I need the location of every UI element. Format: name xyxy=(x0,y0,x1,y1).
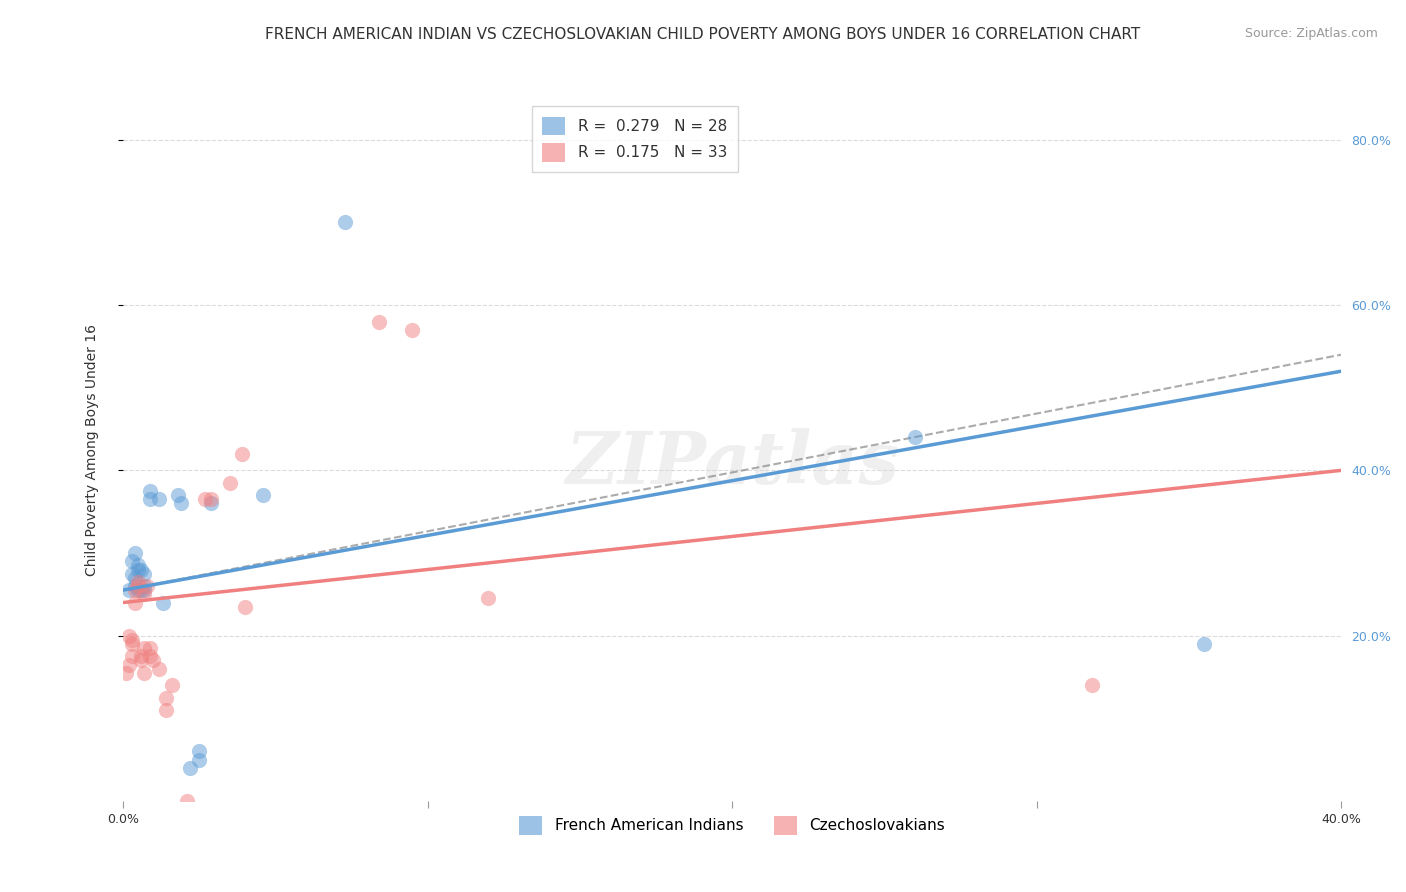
Point xyxy=(115,665,138,680)
Point xyxy=(148,662,170,676)
Point xyxy=(155,690,177,705)
Point xyxy=(1080,678,1102,692)
Point xyxy=(127,562,149,576)
Point xyxy=(188,753,211,767)
Point xyxy=(148,492,170,507)
Point xyxy=(155,703,177,717)
Point xyxy=(200,496,222,510)
Point xyxy=(121,566,143,581)
Point xyxy=(134,640,156,655)
Point xyxy=(152,596,174,610)
Point xyxy=(134,665,156,680)
Point xyxy=(136,579,159,593)
Point xyxy=(124,571,146,585)
Point xyxy=(139,492,162,507)
Point xyxy=(124,546,146,560)
Point xyxy=(118,583,141,598)
Point xyxy=(129,562,152,576)
Point xyxy=(335,215,357,229)
Point xyxy=(124,579,146,593)
Point xyxy=(134,566,156,581)
Point xyxy=(1192,637,1215,651)
Point xyxy=(127,579,149,593)
Text: ZIPatlas: ZIPatlas xyxy=(565,428,900,500)
Point xyxy=(121,554,143,568)
Point xyxy=(121,637,143,651)
Point xyxy=(176,794,198,808)
Point xyxy=(118,657,141,672)
Point xyxy=(134,579,156,593)
Point xyxy=(121,632,143,647)
Point xyxy=(904,430,927,444)
Point xyxy=(170,496,193,510)
Point xyxy=(367,315,389,329)
Point xyxy=(129,649,152,664)
Point xyxy=(127,574,149,589)
Point xyxy=(188,744,211,758)
Point xyxy=(124,583,146,598)
Point xyxy=(139,649,162,664)
Legend: French American Indians, Czechoslovakians: French American Indians, Czechoslovakian… xyxy=(512,808,952,842)
Text: Source: ZipAtlas.com: Source: ZipAtlas.com xyxy=(1244,27,1378,40)
Point xyxy=(124,596,146,610)
Point xyxy=(160,678,183,692)
Point xyxy=(127,583,149,598)
Point xyxy=(401,323,423,337)
Point xyxy=(134,587,156,601)
Point xyxy=(118,629,141,643)
Point xyxy=(166,488,188,502)
Y-axis label: Child Poverty Among Boys Under 16: Child Poverty Among Boys Under 16 xyxy=(86,324,100,575)
Point xyxy=(252,488,274,502)
Point xyxy=(200,492,222,507)
Point xyxy=(134,583,156,598)
Point xyxy=(218,475,240,490)
Point xyxy=(179,761,201,775)
Point xyxy=(127,558,149,573)
Point xyxy=(139,483,162,498)
Point xyxy=(233,599,256,614)
Point xyxy=(129,653,152,667)
Point xyxy=(121,649,143,664)
Text: FRENCH AMERICAN INDIAN VS CZECHOSLOVAKIAN CHILD POVERTY AMONG BOYS UNDER 16 CORR: FRENCH AMERICAN INDIAN VS CZECHOSLOVAKIA… xyxy=(266,27,1140,42)
Point xyxy=(194,492,217,507)
Point xyxy=(142,653,165,667)
Point xyxy=(139,640,162,655)
Point xyxy=(231,447,253,461)
Point xyxy=(129,583,152,598)
Point xyxy=(477,591,499,606)
